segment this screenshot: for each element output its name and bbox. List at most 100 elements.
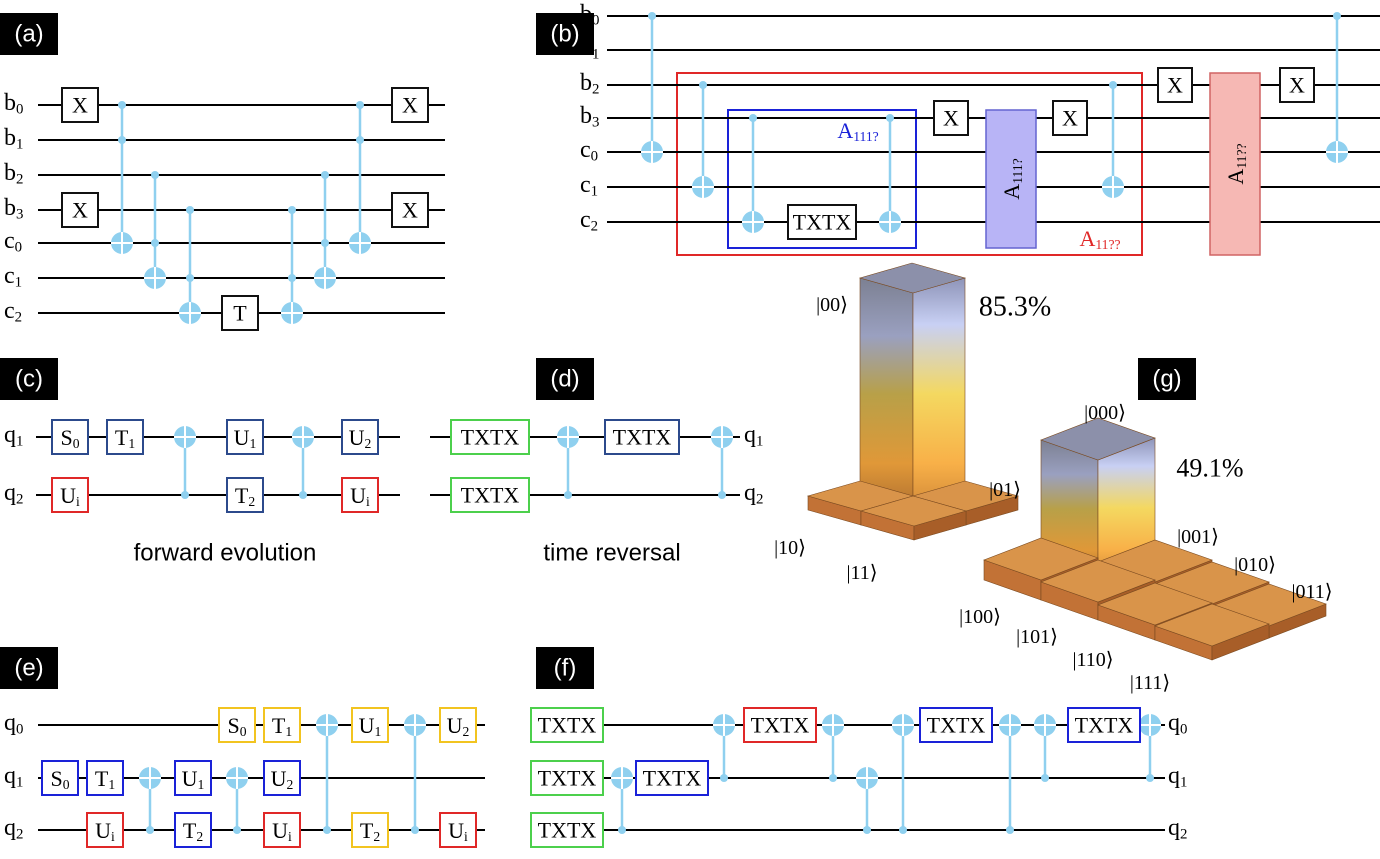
- label-base: U: [359, 713, 375, 738]
- control-dot: [829, 774, 837, 782]
- wire-label: b3: [4, 195, 23, 223]
- label-subscript: 11??: [1095, 237, 1120, 252]
- label-subscript: 0: [592, 13, 599, 29]
- panel-tag: (f): [554, 655, 577, 682]
- state-label: |111⟩: [1130, 672, 1170, 694]
- label-subscript: i: [111, 829, 115, 844]
- gate-label: X: [402, 198, 418, 223]
- label-subscript: 1: [285, 724, 292, 739]
- gate-label: X: [1167, 73, 1183, 98]
- control-dot: [356, 101, 364, 109]
- label-base: c: [4, 298, 15, 324]
- label-base: b: [580, 70, 592, 96]
- label-subscript: 1: [198, 777, 205, 792]
- label-subscript: 2: [15, 310, 22, 326]
- wire-label: b3: [580, 103, 599, 131]
- label-subscript: 2: [196, 829, 203, 844]
- label-base: c: [580, 172, 591, 198]
- label-subscript: 0: [591, 149, 598, 165]
- label-base: U: [95, 818, 111, 843]
- label-base: q: [1168, 763, 1180, 789]
- gate-label: X: [402, 93, 418, 118]
- control-dot: [299, 491, 307, 499]
- label-subscript: 3: [592, 115, 599, 131]
- label-base: q: [1168, 815, 1180, 841]
- control-dot: [1146, 774, 1154, 782]
- control-dot: [886, 114, 894, 122]
- label-base: U: [234, 425, 250, 450]
- label-subscript: 2: [591, 219, 598, 235]
- wire-label: q2: [744, 480, 763, 508]
- wire-label: b1: [580, 35, 599, 63]
- wire-label: q1: [744, 422, 763, 450]
- label-base: q: [744, 422, 756, 448]
- label-subscript: i: [76, 494, 80, 509]
- label-base: U: [271, 766, 287, 791]
- panel-tag: (b): [550, 21, 579, 48]
- label-subscript: 2: [592, 82, 599, 98]
- control-dot: [181, 491, 189, 499]
- control-dot: [321, 239, 329, 247]
- label-subscript: 2: [16, 827, 23, 843]
- label-base: T: [115, 425, 129, 450]
- label-subscript: i: [366, 494, 370, 509]
- control-dot: [899, 826, 907, 834]
- gate-label: X: [943, 106, 959, 131]
- label-subscript: 111?: [853, 129, 878, 144]
- state-label: |001⟩: [1177, 526, 1219, 548]
- label-subscript: 0: [63, 777, 70, 792]
- state-label: |00⟩: [816, 294, 848, 316]
- wire-label: b2: [4, 160, 23, 188]
- control-dot: [411, 826, 419, 834]
- label-subscript: 2: [365, 436, 372, 451]
- state-label: |000⟩: [1084, 402, 1126, 424]
- label-subscript: 1: [1180, 775, 1187, 791]
- control-dot: [720, 774, 728, 782]
- gate-label: X: [1289, 73, 1305, 98]
- label-subscript: 2: [287, 777, 294, 792]
- label-subscript: 2: [756, 492, 763, 508]
- gate-label: TXTX: [538, 713, 597, 738]
- wire-label: q2: [4, 480, 23, 508]
- gate-label: X: [72, 198, 88, 223]
- label-base: U: [349, 425, 365, 450]
- label-subscript: 2: [463, 724, 470, 739]
- control-dot: [151, 171, 159, 179]
- label-base: q: [4, 763, 16, 789]
- label-base: U: [448, 818, 464, 843]
- label-base: b: [580, 103, 592, 129]
- caption: forward evolution: [134, 540, 317, 567]
- gate-label: TXTX: [643, 766, 702, 791]
- control-dot: [1109, 81, 1117, 89]
- control-dot: [1333, 12, 1341, 20]
- label-subscript: 2: [16, 492, 23, 508]
- panel-tag: (a): [14, 21, 43, 48]
- panel-tag: (g): [1152, 366, 1181, 393]
- label-base: A: [837, 118, 853, 143]
- state-label: |011⟩: [1291, 581, 1332, 603]
- state-label: |10⟩: [774, 537, 806, 559]
- label-subscript: 1: [592, 47, 599, 63]
- label-base: T: [235, 483, 249, 508]
- wire-label: q2: [4, 815, 23, 843]
- label-base: b: [4, 160, 16, 186]
- label-base: S: [50, 766, 62, 791]
- gate-label: TXTX: [751, 713, 810, 738]
- peak-value: 85.3%: [979, 292, 1051, 323]
- wire-label: c1: [4, 263, 22, 291]
- label-base: q: [4, 815, 16, 841]
- label-subscript: 2: [16, 172, 23, 188]
- control-dot: [1041, 774, 1049, 782]
- control-dot: [564, 491, 572, 499]
- label-subscript: 1: [16, 775, 23, 791]
- label-base: c: [4, 263, 15, 289]
- control-dot: [648, 12, 656, 20]
- control-dot: [749, 114, 757, 122]
- label-subscript: 2: [248, 494, 255, 509]
- control-dot: [321, 171, 329, 179]
- label-subscript: i: [464, 829, 468, 844]
- control-dot: [186, 206, 194, 214]
- control-dot: [1006, 826, 1014, 834]
- wire-label: q2: [1168, 815, 1187, 843]
- bar-face: [860, 278, 913, 510]
